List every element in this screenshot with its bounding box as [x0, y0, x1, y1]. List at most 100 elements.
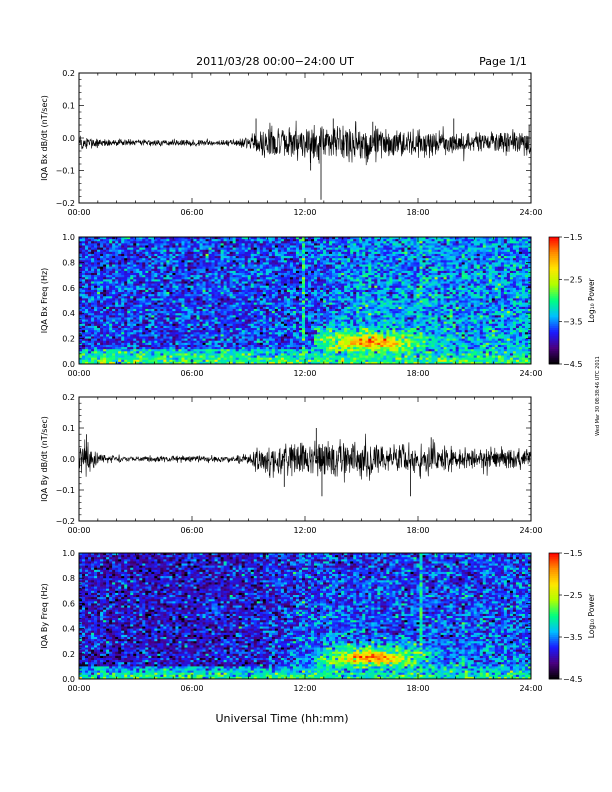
spectrogram-cell — [133, 264, 137, 267]
spectrogram-cell — [184, 275, 188, 278]
spectrogram-cell — [244, 243, 249, 246]
spectrogram-cell — [190, 355, 194, 358]
spectrogram-cell — [259, 239, 264, 242]
spectrogram-cell — [118, 306, 122, 310]
spectrogram-cell — [145, 281, 149, 284]
spectrogram-cell — [238, 311, 243, 314]
spectrogram-cell — [79, 347, 83, 350]
spectrogram-cell — [320, 251, 324, 255]
spectrogram-cell — [91, 323, 95, 327]
spectrogram-cell — [238, 275, 243, 278]
spectrogram-cell — [271, 353, 276, 356]
spectrogram-cell — [184, 266, 188, 270]
spectrogram-cell — [298, 239, 303, 242]
spectrogram-cell — [295, 279, 300, 282]
spectrogram-cell — [184, 287, 188, 291]
spectrogram-cell — [178, 275, 182, 278]
spectrogram-cell — [91, 292, 95, 295]
spectrogram-cell — [323, 241, 327, 244]
spectrogram-cell — [163, 306, 167, 310]
spectrogram-cell — [277, 323, 282, 327]
spectrogram-cell — [320, 281, 324, 284]
spectrogram-cell — [292, 325, 297, 329]
spectrogram-cell — [259, 247, 264, 250]
spectrogram-cell — [199, 292, 203, 295]
spectrogram-cell — [115, 260, 119, 263]
spectrogram-cell — [118, 285, 122, 289]
spectrogram-cell — [211, 308, 215, 312]
spectrogram-cell — [178, 359, 182, 363]
spectrogram-cell — [323, 245, 327, 248]
spectrogram-cell — [79, 272, 83, 276]
spectrogram-cell — [259, 287, 264, 291]
spectrogram-cell — [82, 359, 86, 363]
spectrogram-cell — [289, 285, 294, 289]
spectrogram-cell — [184, 262, 188, 265]
spectrogram-cell — [208, 355, 212, 358]
spectrogram-cell — [97, 275, 101, 278]
spectrogram-cell — [314, 294, 318, 297]
spectrogram-cell — [244, 347, 249, 350]
spectrogram-cell — [139, 289, 143, 293]
spectrogram-cell — [91, 338, 95, 342]
spectrogram-cell — [232, 241, 236, 244]
spectrogram-cell — [79, 296, 83, 299]
spectrogram-cell — [187, 334, 191, 337]
spectrogram-cell — [139, 336, 143, 339]
x-tick-label: 06:00 — [180, 208, 203, 217]
spectrogram-cell — [226, 353, 230, 356]
spectrogram-cell — [211, 313, 215, 316]
spectrogram-cell — [317, 283, 321, 286]
spectrogram-cell — [208, 256, 212, 259]
spectrogram-cell — [97, 279, 101, 282]
spectrogram-cell — [106, 239, 110, 242]
spectrogram-cell — [151, 266, 155, 270]
spectrogram-cell — [298, 338, 303, 342]
spectrogram-cell — [320, 325, 324, 329]
spectrogram-cell — [320, 292, 324, 295]
spectrogram-cell — [196, 313, 200, 316]
spectrogram-cell — [223, 321, 227, 325]
spectrogram-cell — [244, 256, 249, 259]
spectrogram-cell — [160, 353, 164, 356]
spectrogram-cell — [305, 304, 309, 308]
spectrogram-cell — [103, 342, 107, 346]
spectrogram-cell — [94, 283, 98, 286]
spectrogram-cell — [85, 270, 89, 274]
spectrogram-cell — [217, 304, 221, 308]
spectrogram-cell — [127, 311, 131, 314]
spectrogram-cell — [311, 342, 315, 346]
spectrogram-cell — [124, 285, 128, 289]
spectrogram-cell — [130, 245, 134, 248]
spectrogram-cell — [223, 359, 227, 363]
spectrogram-cell — [181, 239, 185, 242]
spectrogram-cell — [91, 344, 95, 348]
spectrogram-cell — [127, 340, 131, 344]
spectrogram-cell — [247, 319, 252, 322]
spectrogram-cell — [145, 334, 149, 337]
spectrogram-cell — [226, 357, 230, 361]
spectrogram-cell — [172, 298, 176, 301]
spectrogram-cell — [247, 334, 252, 337]
spectrogram-cell — [247, 325, 252, 329]
spectrogram-cell — [214, 325, 218, 329]
spectrogram-cell — [154, 315, 158, 318]
spectrogram-cell — [196, 298, 200, 301]
spectrogram-cell — [97, 300, 101, 303]
spectrogram-cell — [292, 289, 297, 293]
spectrogram-cell — [103, 344, 107, 348]
spectrogram-cell — [94, 289, 98, 293]
spectrogram-cell — [82, 304, 86, 308]
spectrogram-cell — [283, 296, 288, 299]
spectrogram-cell — [268, 256, 273, 259]
spectrogram-cell — [178, 294, 182, 297]
spectrogram-cell — [241, 361, 246, 365]
spectrogram-cell — [184, 260, 188, 263]
spectrogram-cell — [157, 243, 161, 246]
spectrogram-cell — [202, 317, 206, 320]
spectrogram-cell — [277, 334, 282, 337]
spectrogram-cell — [214, 298, 218, 301]
spectrogram-cell — [247, 342, 252, 346]
spectrogram-cell — [103, 289, 107, 293]
spectrogram-cell — [311, 328, 315, 331]
